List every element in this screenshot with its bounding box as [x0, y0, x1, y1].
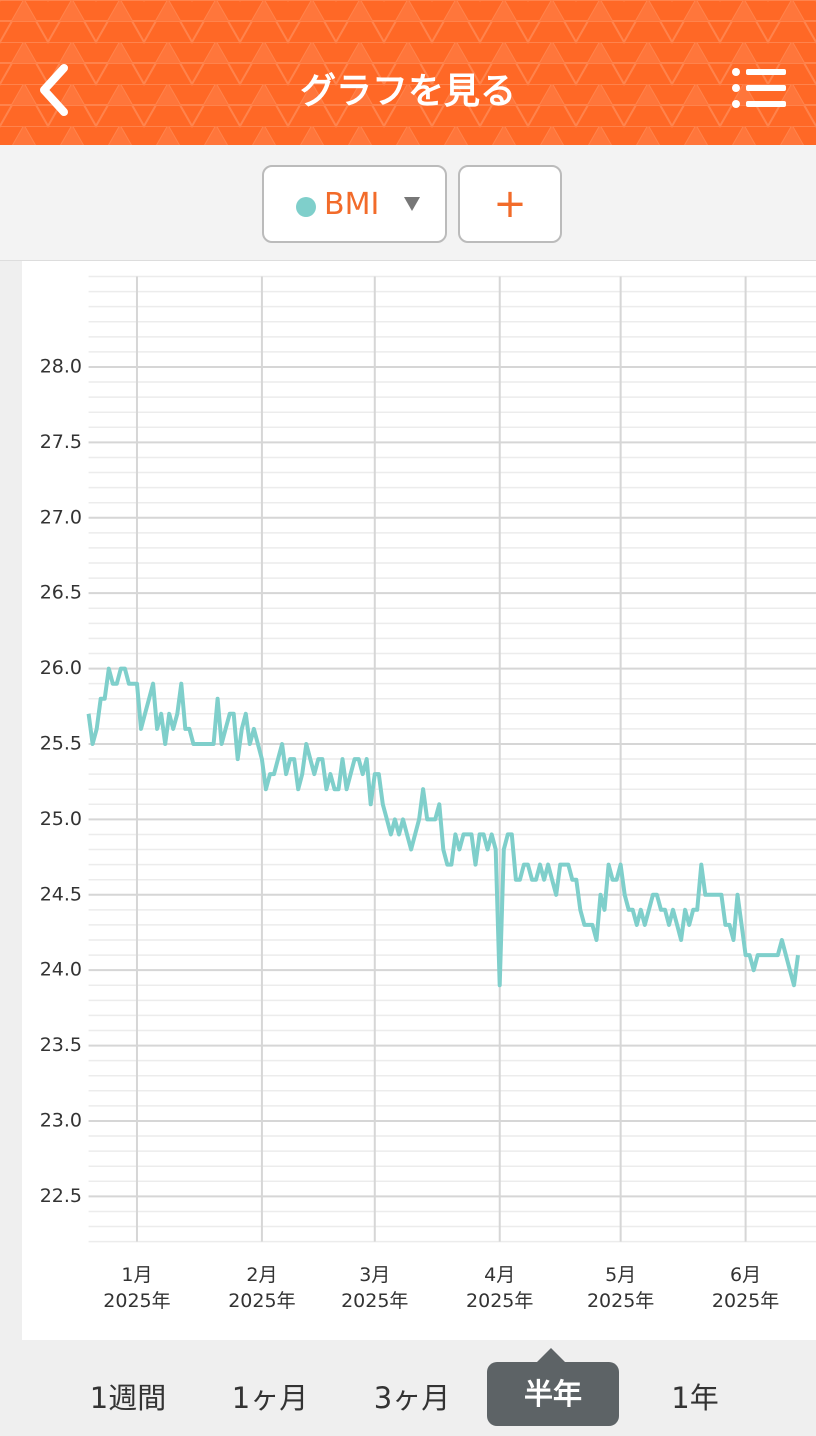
y-tick-label: 27.5	[40, 431, 82, 453]
y-tick-label: 22.5	[40, 1185, 82, 1207]
toolbar: BMI +	[0, 145, 816, 261]
period-tab[interactable]: 1週間	[89, 1381, 167, 1415]
y-tick-label: 23.0	[40, 1109, 82, 1131]
header-title: グラフを見る	[299, 71, 516, 112]
period-tab[interactable]: 1ヶ月	[231, 1381, 309, 1415]
y-tick-label: 28.0	[40, 355, 82, 377]
x-tick-label: 3月 2025年	[341, 1264, 409, 1312]
add-button[interactable]: +	[458, 165, 562, 243]
metric-dot	[296, 197, 316, 217]
menu-button[interactable]	[732, 68, 786, 108]
dropdown-arrow	[404, 197, 420, 211]
y-tick-label: 24.0	[40, 959, 82, 981]
chart-card: 22.5 23.0 23.5 24.0 24.5 25.0 25.5 26.0 26.5 27.0…	[22, 261, 816, 1340]
period-tabs: 1週間 1ヶ月 3ヶ月 半年 1年	[0, 1340, 816, 1436]
period-tab[interactable]: 1年	[671, 1381, 719, 1415]
y-tick-label: 25.5	[40, 732, 82, 754]
period-tab[interactable]: 半年	[487, 1348, 619, 1426]
x-tick-label: 4月 2025年	[466, 1264, 534, 1312]
y-tick-label: 26.0	[40, 657, 82, 679]
y-tick-label: 24.5	[40, 883, 82, 905]
y-tick-label: 25.0	[40, 808, 82, 830]
metric-label: BMI	[324, 187, 380, 222]
metric-dropdown[interactable]: BMI	[262, 165, 447, 243]
data-line	[86, 666, 800, 988]
y-tick-label: 26.5	[40, 582, 82, 604]
back-button[interactable]	[40, 64, 68, 116]
header	[0, 0, 816, 145]
period-tab[interactable]: 3ヶ月	[373, 1381, 451, 1415]
x-tick-label: 6月 2025年	[711, 1264, 780, 1312]
x-tick-label: 1月 2025年	[103, 1264, 171, 1312]
chart: 22.5 23.0 23.5 24.0 24.5 25.0 25.5 26.0 26.5 27.0…	[40, 275, 816, 1243]
x-tick-label: 5月 2025年	[586, 1264, 655, 1312]
y-tick-label: 23.5	[40, 1034, 82, 1056]
y-tick-label: 27.0	[40, 506, 82, 528]
x-tick-label: 2月 2025年	[228, 1264, 296, 1312]
